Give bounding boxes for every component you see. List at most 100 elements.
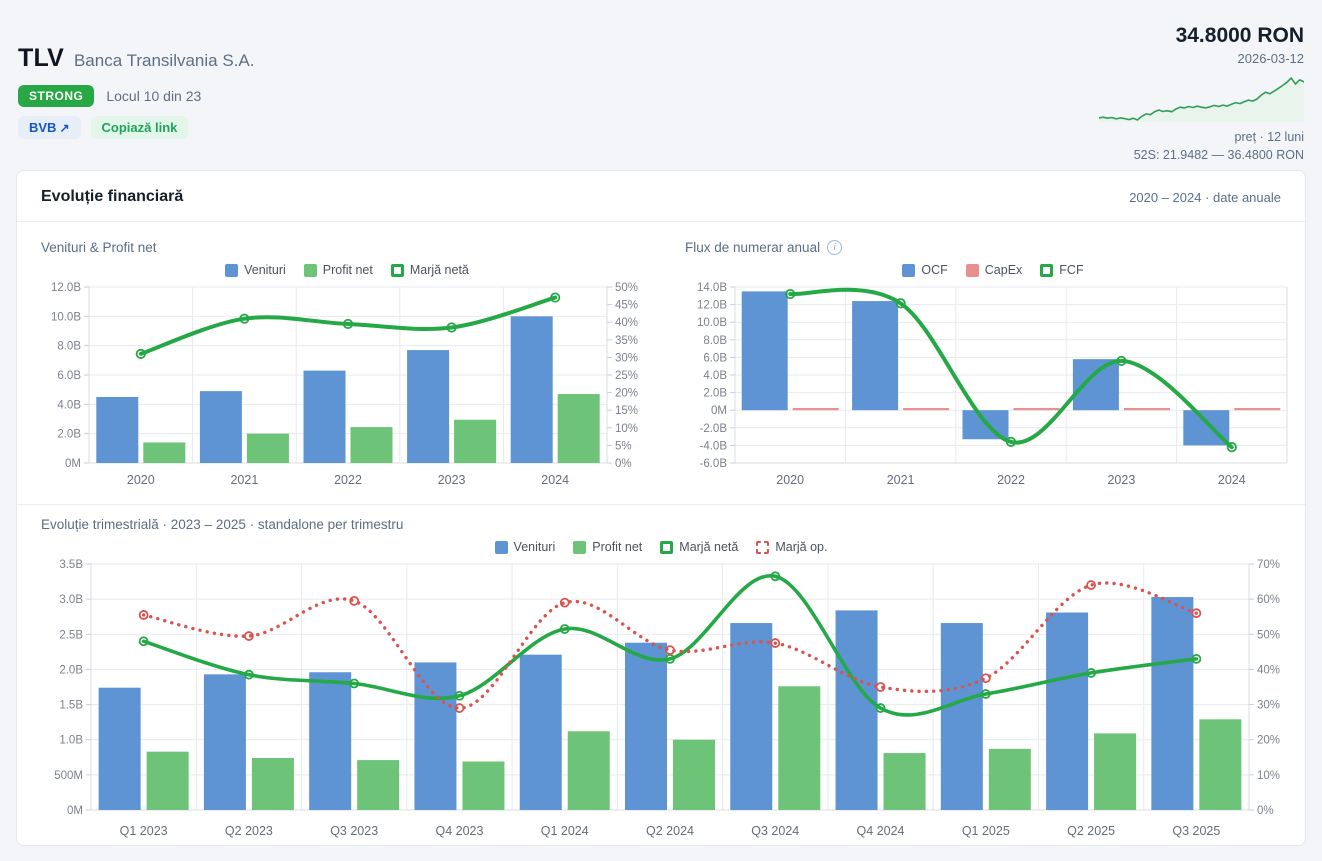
svg-text:0M: 0M (67, 805, 83, 817)
ticker-symbol: TLV (18, 44, 64, 72)
svg-text:40%: 40% (1257, 664, 1280, 676)
bar (246, 433, 289, 463)
svg-text:10%: 10% (615, 423, 638, 435)
bar (1234, 408, 1281, 411)
bar (1072, 359, 1119, 411)
bar (625, 642, 667, 810)
svg-text:2.0B: 2.0B (59, 664, 83, 676)
bar-series-Profit net (143, 394, 600, 463)
svg-text:8.0B: 8.0B (57, 341, 81, 353)
exchange-link[interactable]: BVB ↗ (18, 116, 81, 139)
data-point-marker (875, 703, 886, 713)
bar (146, 751, 189, 810)
data-point-marker (559, 624, 570, 634)
bar (462, 761, 505, 810)
legend-swatch-square (303, 263, 317, 277)
bar (143, 442, 186, 463)
legend-item-Marjă op.[interactable]: Marjă op. (756, 540, 827, 554)
data-point-marker (244, 631, 254, 641)
svg-text:1.0B: 1.0B (59, 735, 83, 747)
svg-text:-6.0B: -6.0B (700, 458, 728, 470)
legend-item-CapEx[interactable]: CapEx (965, 263, 1022, 277)
data-point-marker (135, 348, 146, 359)
svg-text:5%: 5% (615, 440, 632, 452)
current-price: 34.8000 RON (1175, 24, 1304, 47)
x-axis-label: 2020 (127, 473, 155, 487)
legend-item-OCF[interactable]: OCF (902, 263, 948, 277)
data-point-marker (446, 322, 457, 333)
x-axis-label: 2022 (997, 473, 1025, 487)
legend-item-Profit net[interactable]: Profit net (573, 540, 642, 554)
legend-swatch-dashed-icon (756, 540, 770, 554)
svg-text:25%: 25% (615, 370, 638, 382)
legend-label: Profit net (322, 263, 373, 277)
bar (835, 610, 878, 810)
copy-link-button[interactable]: Copiază link (90, 116, 189, 139)
data-point-marker (980, 689, 991, 699)
x-axis-label: Q1 2023 (120, 824, 168, 838)
company-block: TLV Banca Transilvania S.A. STRONG Locul… (18, 44, 254, 139)
legend-swatch-outline-icon (660, 540, 674, 554)
price-block: 34.8000 RON 2026-03-12 preț · 12 luni 52… (1098, 24, 1305, 162)
svg-text:12.0B: 12.0B (697, 300, 727, 312)
line-series-Marjă op. (138, 580, 1202, 713)
data-point-marker (138, 610, 149, 620)
data-point-marker (342, 318, 354, 330)
data-point-marker (349, 678, 360, 689)
x-axis-label: 2023 (438, 473, 466, 487)
panel-title-text: Venituri & Profit net (41, 240, 157, 255)
card-header: Evoluție financiară 2020 – 2024 · date a… (17, 171, 1305, 222)
svg-text:3.5B: 3.5B (59, 559, 83, 571)
bar (510, 316, 553, 463)
x-axis-label: Q2 2025 (1067, 824, 1115, 838)
bar (199, 391, 242, 463)
rank-text: Locul 10 din 23 (106, 88, 202, 104)
bar (741, 291, 788, 411)
svg-text:40%: 40% (615, 317, 638, 329)
exchange-link-label: BVB (29, 120, 57, 135)
legend-item-FCF[interactable]: FCF (1040, 263, 1084, 277)
legend-item-Marjă netă[interactable]: Marjă netă (660, 540, 738, 554)
bar (903, 408, 950, 411)
bar (350, 427, 393, 463)
data-point-marker (1191, 608, 1202, 619)
svg-text:35%: 35% (615, 335, 638, 347)
svg-text:500M: 500M (54, 770, 83, 782)
data-point-marker (239, 313, 250, 324)
bar (778, 686, 821, 810)
price-date: 2026-03-12 (1237, 51, 1305, 66)
bar (1094, 733, 1137, 810)
legend-swatch-square (225, 263, 239, 277)
svg-text:6.0B: 6.0B (57, 370, 81, 382)
svg-text:0%: 0% (615, 458, 632, 470)
legend-item-Venituri[interactable]: Venituri (494, 540, 555, 554)
legend-swatch-square (573, 540, 587, 554)
svg-text:30%: 30% (615, 352, 638, 364)
x-axis-label: Q3 2024 (751, 824, 799, 838)
x-axis-label: 2021 (887, 473, 915, 487)
bar (1046, 612, 1089, 810)
data-point-marker (244, 669, 254, 680)
bar (1151, 597, 1194, 810)
legend-swatch-outline-icon (390, 263, 404, 277)
bar (567, 731, 610, 810)
bar-series-Venituri (98, 597, 1194, 810)
svg-text:30%: 30% (1257, 700, 1280, 712)
legend-label: OCF (921, 263, 948, 277)
legend-item-Marjă netă[interactable]: Marjă netă (390, 263, 469, 277)
bar (309, 672, 352, 810)
external-link-icon: ↗ (59, 121, 70, 135)
info-icon[interactable] (827, 240, 843, 255)
svg-text:6.0B: 6.0B (703, 352, 727, 364)
bar (96, 397, 139, 463)
legend-swatch-square (965, 263, 979, 277)
flux-numerar-chart: -6.0B -4.0B -2.0B 0M 2.0B 4.0B 6.0B 8.0B 10.0B 12… (697, 282, 1288, 487)
legend-item-Venituri[interactable]: Venituri (225, 263, 286, 277)
legend-item-Profit net[interactable]: Profit net (303, 263, 373, 277)
bar-series-Profit net (146, 686, 1242, 810)
bar-series-CapEx (792, 408, 1281, 411)
bar (98, 687, 141, 810)
financial-evolution-card: Evoluție financiară 2020 – 2024 · date a… (16, 170, 1306, 846)
